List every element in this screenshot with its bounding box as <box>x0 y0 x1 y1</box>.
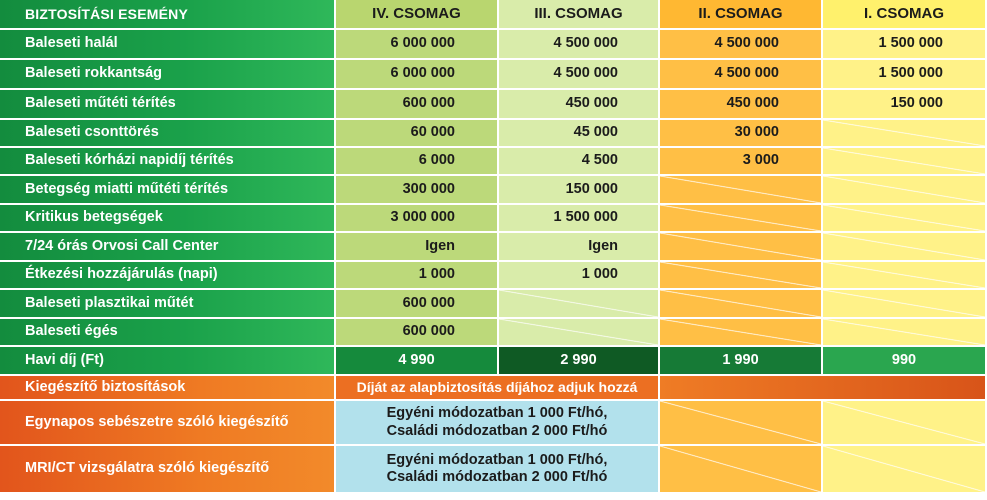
empty-cell <box>823 205 987 233</box>
empty-cell <box>823 176 987 205</box>
row-label: Baleseti plasztikai műtét <box>0 290 336 319</box>
empty-cell <box>660 205 823 233</box>
value-cell: 4 500 000 <box>499 30 660 60</box>
empty-cell <box>823 148 987 176</box>
empty-cell <box>823 319 987 347</box>
header-package-iv: IV. CSOMAG <box>336 0 499 30</box>
empty-cell <box>823 262 987 290</box>
supplementary-strip <box>660 376 987 401</box>
fee-label: Havi díj (Ft) <box>0 347 336 376</box>
value-cell: 150 000 <box>499 176 660 205</box>
value-cell: Igen <box>336 233 499 262</box>
empty-cell <box>499 319 660 347</box>
row-label: Betegség miatti műtéti térítés <box>0 176 336 205</box>
supplementary-note: Díját az alapbiztosítás díjához adjuk ho… <box>336 376 660 401</box>
row-label: 7/24 órás Orvosi Call Center <box>0 233 336 262</box>
empty-cell <box>499 290 660 319</box>
value-cell: 1 500 000 <box>823 60 987 90</box>
value-cell: 3 000 000 <box>336 205 499 233</box>
value-cell: Igen <box>499 233 660 262</box>
value-cell: 6 000 000 <box>336 30 499 60</box>
fee-value-ii: 1 990 <box>660 347 823 376</box>
value-cell: 1 500 000 <box>823 30 987 60</box>
value-cell: 4 500 <box>499 148 660 176</box>
empty-cell <box>660 262 823 290</box>
value-cell: 3 000 <box>660 148 823 176</box>
empty-cell <box>660 319 823 347</box>
value-cell: 600 000 <box>336 90 499 120</box>
fee-value-i: 990 <box>823 347 987 376</box>
fee-value-iv: 4 990 <box>336 347 499 376</box>
row-label: Baleseti rokkantság <box>0 60 336 90</box>
empty-cell <box>660 290 823 319</box>
value-cell: 4 500 000 <box>499 60 660 90</box>
header-event: BIZTOSÍTÁSI ESEMÉNY <box>0 0 336 30</box>
supplementary-item-label: Egynapos sebészetre szóló kiegészítő <box>0 401 336 446</box>
row-label: Kritikus betegségek <box>0 205 336 233</box>
value-cell: 1 000 <box>499 262 660 290</box>
value-cell: 30 000 <box>660 120 823 148</box>
header-package-ii: II. CSOMAG <box>660 0 823 30</box>
header-package-i: I. CSOMAG <box>823 0 987 30</box>
value-cell: 150 000 <box>823 90 987 120</box>
value-cell: 1 500 000 <box>499 205 660 233</box>
fee-value-iii: 2 990 <box>499 347 660 376</box>
value-cell: 600 000 <box>336 290 499 319</box>
empty-cell <box>660 446 823 494</box>
supplementary-label: Kiegészítő biztosítások <box>0 376 336 401</box>
price-line-family: Családi módozatban 2 000 Ft/hó <box>386 422 608 439</box>
empty-cell <box>823 120 987 148</box>
value-cell: 4 500 000 <box>660 60 823 90</box>
supplementary-item-label: MRI/CT vizsgálatra szóló kiegészítő <box>0 446 336 494</box>
row-label: Baleseti csonttörés <box>0 120 336 148</box>
row-label: Baleseti égés <box>0 319 336 347</box>
value-cell: 1 000 <box>336 262 499 290</box>
value-cell: 45 000 <box>499 120 660 148</box>
empty-cell <box>823 446 987 494</box>
empty-cell <box>823 401 987 446</box>
row-label: Baleseti kórházi napidíj térítés <box>0 148 336 176</box>
price-line-family: Családi módozatban 2 000 Ft/hó <box>386 469 608 485</box>
supplementary-item-price: Egyéni módozatban 1 000 Ft/hó, Családi m… <box>336 446 660 494</box>
empty-cell <box>823 290 987 319</box>
value-cell: 450 000 <box>499 90 660 120</box>
row-label: Baleseti műtéti térítés <box>0 90 336 120</box>
row-label: Étkezési hozzájárulás (napi) <box>0 262 336 290</box>
value-cell: 4 500 000 <box>660 30 823 60</box>
value-cell: 600 000 <box>336 319 499 347</box>
supplementary-item-price: Egyéni módozatban 1 000 Ft/hó, Családi m… <box>336 401 660 446</box>
row-label: Baleseti halál <box>0 30 336 60</box>
empty-cell <box>660 176 823 205</box>
header-package-iii: III. CSOMAG <box>499 0 660 30</box>
value-cell: 6 000 000 <box>336 60 499 90</box>
price-line-individual: Egyéni módozatban 1 000 Ft/hó, <box>386 451 608 468</box>
empty-cell <box>823 233 987 262</box>
value-cell: 60 000 <box>336 120 499 148</box>
value-cell: 450 000 <box>660 90 823 120</box>
empty-cell <box>660 233 823 262</box>
value-cell: 300 000 <box>336 176 499 205</box>
price-line-individual: Egyéni módozatban 1 000 Ft/hó, <box>386 405 608 422</box>
empty-cell <box>660 401 823 446</box>
value-cell: 6 000 <box>336 148 499 176</box>
